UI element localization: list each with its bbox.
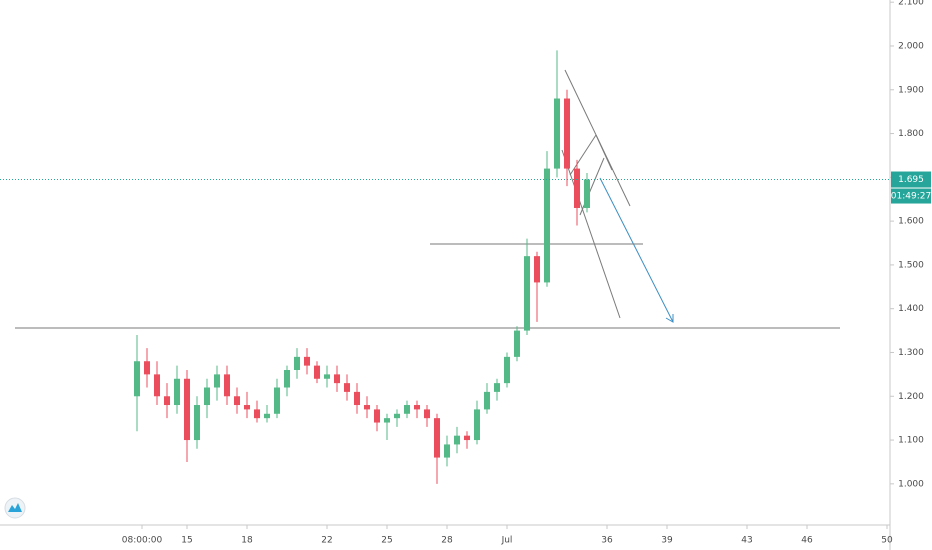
y-tick-label: 1.500 <box>898 260 924 270</box>
candle-body <box>414 405 420 410</box>
candle-body <box>274 387 280 414</box>
candle-body <box>384 418 390 423</box>
candle-body <box>224 374 230 397</box>
candle-body <box>334 374 340 384</box>
x-tick-label: 22 <box>321 536 332 546</box>
candle-body <box>304 356 310 366</box>
candle-body <box>454 435 460 445</box>
last-price-box <box>891 171 931 188</box>
candle-body <box>174 378 180 406</box>
x-tick-label: 36 <box>601 536 613 546</box>
candle-body <box>504 356 510 384</box>
candle-body <box>394 413 400 419</box>
candle-body <box>214 374 220 388</box>
candle-body <box>514 330 520 357</box>
y-tick-label: 2.100 <box>898 0 924 8</box>
x-tick-label: 39 <box>661 536 673 546</box>
candle-body <box>544 168 550 283</box>
candle-body <box>264 413 270 419</box>
x-tick-label: 43 <box>741 536 752 546</box>
flag-line <box>595 134 613 171</box>
candle-body <box>524 256 530 331</box>
candle-body <box>444 444 450 458</box>
candle-body <box>534 256 540 283</box>
candle-body <box>234 396 240 406</box>
x-tick-label: 46 <box>801 536 813 546</box>
y-tick-label: 1.100 <box>898 436 924 446</box>
candle-body <box>464 435 470 441</box>
y-tick-label: 1.400 <box>898 304 924 314</box>
candle-body <box>564 98 570 169</box>
last-price-label: 1.695 <box>898 175 924 185</box>
candle-body <box>354 391 360 406</box>
logo <box>4 497 26 519</box>
candle-body <box>484 391 490 410</box>
x-tick-label: 25 <box>381 536 392 546</box>
candle-body <box>294 356 300 370</box>
candle-body <box>244 405 250 410</box>
candle-body <box>324 374 330 379</box>
candle-body <box>374 409 380 423</box>
countdown-label: 01:49:27 <box>891 192 931 202</box>
candle-body <box>494 383 500 392</box>
y-tick-label: 1.900 <box>898 85 924 95</box>
candle-body <box>404 405 410 414</box>
candle-body <box>204 387 210 406</box>
y-tick-label: 1.200 <box>898 392 924 402</box>
x-tick-label: 18 <box>241 536 253 546</box>
candle-body <box>134 361 140 397</box>
candle-body <box>364 405 370 410</box>
projection-arrow <box>599 177 674 323</box>
candle-body <box>344 383 350 392</box>
y-tick-label: 1.600 <box>898 217 924 227</box>
candle-body <box>254 409 260 419</box>
candle-body <box>584 179 590 208</box>
y-tick-label: 2.000 <box>898 41 924 51</box>
y-tick-label: 1.300 <box>898 348 924 358</box>
x-tick-label: Jul <box>501 536 513 546</box>
x-tick-label: 50 <box>881 536 893 546</box>
y-tick-label: 1.000 <box>898 479 924 489</box>
candle-body <box>164 396 170 406</box>
y-tick-label: 1.800 <box>898 129 924 139</box>
arrow-head <box>665 314 674 323</box>
countdown-box <box>891 188 931 204</box>
flag-line <box>569 134 597 176</box>
candle-body <box>474 409 480 441</box>
x-tick-label: 28 <box>441 536 453 546</box>
candle-body <box>574 168 580 208</box>
candle-body <box>154 374 160 397</box>
trend-line <box>561 149 621 319</box>
candle-body <box>314 365 320 379</box>
candle-body <box>194 405 200 441</box>
candle-body <box>554 98 560 169</box>
candle-body <box>184 378 190 441</box>
candle-body <box>144 361 150 375</box>
candle-body <box>284 369 290 388</box>
candle-body <box>424 409 430 419</box>
x-tick-label: 15 <box>181 536 192 546</box>
candle-body <box>434 418 440 458</box>
x-tick-label: 08:00:00 <box>122 536 163 546</box>
